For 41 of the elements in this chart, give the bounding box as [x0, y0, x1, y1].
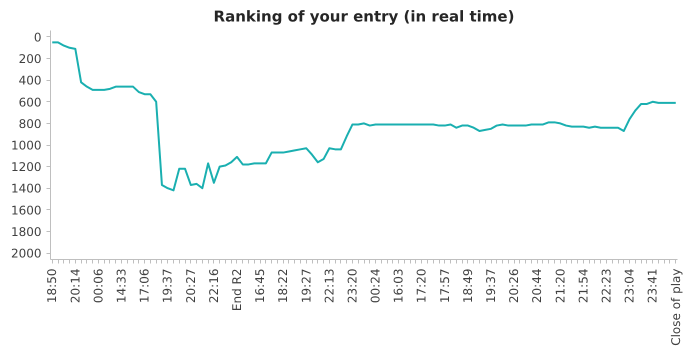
x-tick-label: End R2 — [230, 268, 244, 312]
x-tick-label: 19:37 — [160, 268, 175, 304]
x-tick-label: 00:06 — [91, 268, 106, 304]
x-tick-label: 17:20 — [414, 268, 429, 304]
x-tick-label: 22:23 — [599, 268, 614, 304]
x-tick-label: 18:50 — [45, 268, 60, 304]
x-tick-label: 20:44 — [530, 268, 544, 304]
x-tick-label: 22:13 — [322, 268, 336, 304]
x-tick-label: 23:41 — [646, 268, 660, 304]
x-tick-label: 17:57 — [438, 268, 452, 304]
y-tick-label: 600 — [18, 95, 42, 110]
line-series — [51, 41, 677, 192]
x-tick-label: 19:27 — [299, 268, 314, 304]
x-tick-label: 18:49 — [460, 268, 475, 304]
x-tick-label: 20:27 — [184, 268, 198, 304]
x-tick-label: 22:16 — [206, 268, 221, 304]
y-tick-label: 200 — [18, 52, 42, 66]
x-tick-label: 20:26 — [507, 268, 522, 304]
x-tick-label: 21:54 — [576, 268, 590, 304]
x-tick-label: Close of play — [668, 268, 683, 346]
x-tick-label: 14:33 — [114, 268, 129, 304]
chart-title: Ranking of your entry (in real time) — [214, 8, 514, 26]
y-tick-label: 2000 — [10, 246, 42, 261]
x-tick-label: 19:37 — [484, 268, 498, 304]
x-tick-label: 00:24 — [368, 268, 383, 304]
y-tick-label: 0 — [34, 30, 42, 44]
y-tick-label: 400 — [18, 74, 42, 88]
x-tick-label: 16:03 — [392, 268, 406, 304]
x-tick-label: 16:45 — [253, 268, 268, 304]
x-tick-label: 17:06 — [138, 268, 152, 304]
y-tick-label: 1600 — [10, 203, 42, 218]
x-tick-label: 23:04 — [622, 268, 637, 304]
y-tick-label: 1200 — [10, 160, 42, 174]
y-tick-label: 1800 — [10, 224, 42, 239]
y-tick-label: 1400 — [10, 182, 42, 196]
x-tick-label: 18:22 — [276, 268, 290, 304]
y-tick-label: 1000 — [10, 138, 42, 152]
x-tick-label: 20:14 — [68, 268, 82, 304]
y-tick-label: 800 — [18, 116, 42, 131]
x-tick-label: 23:20 — [345, 268, 360, 304]
x-tick-label: 21:20 — [553, 268, 568, 304]
